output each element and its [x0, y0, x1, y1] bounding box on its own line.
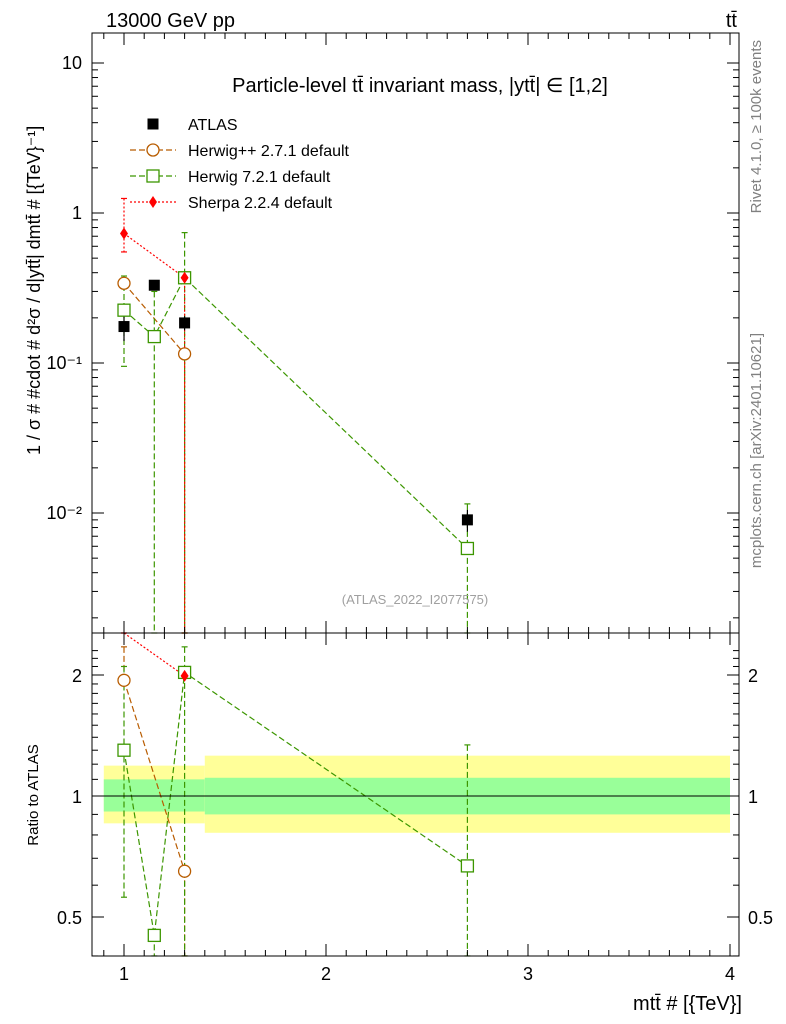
data-point-3	[461, 514, 473, 526]
series-1-point-1	[147, 329, 161, 344]
y-tick-label-1: 1	[72, 203, 82, 223]
series-2-point-0	[120, 227, 128, 240]
ratio-axis-label: Ratio to ATLAS	[25, 744, 42, 845]
series-line-2	[123, 233, 185, 279]
y-tick-label-0: 10	[62, 53, 82, 73]
x-tick-label-2: 3	[523, 964, 533, 984]
data-point-2	[179, 317, 191, 329]
y-tick-label-3: 10⁻²	[46, 503, 82, 523]
series-0-point-1	[177, 347, 192, 361]
ratio-line-1	[123, 671, 468, 936]
legend-label-0: ATLAS	[188, 117, 238, 134]
legend-label-1: Herwig++ 2.7.1 default	[188, 143, 350, 160]
x-tick-label-0: 1	[119, 964, 129, 984]
series-0-point-0	[117, 276, 131, 290]
process-label: tt̄	[726, 10, 738, 32]
legend-label-2: Herwig 7.2.1 default	[188, 169, 331, 186]
ratio-tick-label-right-0: 0.5	[748, 908, 773, 928]
axis-ticks: 1 2 3 4 10 1 10⁻¹ 10⁻² 0.5 0.5 1 1 2 2	[46, 33, 773, 984]
ratio-line-2	[123, 632, 185, 677]
y-tick-label-2: 10⁻¹	[46, 353, 82, 373]
legend-label-3: Sherpa 2.2.4 default	[188, 195, 333, 212]
ratio-2-point-1	[180, 669, 189, 682]
x-tick-label-3: 4	[725, 964, 735, 984]
uncertainty-bands	[103, 755, 731, 833]
legend-marker-3	[149, 196, 157, 208]
ratio-tick-label-right-1: 1	[748, 787, 758, 807]
chart-title: Particle-level tt̄ invariant mass, |ytt̄…	[232, 75, 608, 97]
ratio-line-0	[123, 680, 186, 872]
x-axis-label: mtt̄ # [{TeV}]	[633, 993, 742, 1015]
mcplots-label: mcplots.cern.ch [arXiv:2401.10621]	[748, 333, 765, 568]
ratio-0-point-1	[177, 864, 192, 878]
series-1-point-3	[460, 541, 475, 556]
ratio-tick-label-left-1: 1	[72, 787, 82, 807]
legend-marker-1	[146, 143, 160, 157]
rivet-label: Rivet 4.1.0, ≥ 100k events	[748, 40, 765, 213]
series-2-point-1	[180, 271, 189, 284]
x-tick-label-1: 2	[321, 964, 331, 984]
ratio-tick-label-left-2: 2	[72, 666, 82, 686]
data-point-1	[148, 279, 160, 291]
ratio-frame	[91, 632, 740, 957]
main-series	[117, 197, 475, 634]
legend-marker-2	[146, 169, 160, 183]
energy-label: 13000 GeV pp	[106, 10, 235, 32]
ratio-tick-label-right-2: 2	[748, 666, 758, 686]
series-1-point-0	[117, 303, 131, 317]
stat-uncertainty-band-0	[103, 779, 205, 812]
legend-marker-0	[147, 118, 159, 130]
ratio-1-point-0	[117, 743, 131, 757]
ratio-0-point-0	[117, 673, 131, 687]
y-axis-label: 1 / σ # #cdot # d²σ / d|ytt̄| dmtt̄ # [{…	[24, 126, 44, 455]
ratio-tick-label-left-0: 0.5	[57, 908, 82, 928]
data-point-0	[118, 321, 130, 333]
ratio-1-point-1	[147, 928, 161, 943]
series-line-1	[123, 276, 468, 549]
ratio-1-point-3	[460, 859, 475, 873]
legend: ATLAS Herwig++ 2.7.1 default Herwig 7.2.1 …	[130, 117, 350, 212]
analysis-id: (ATLAS_2022_I2077575)	[342, 592, 488, 607]
